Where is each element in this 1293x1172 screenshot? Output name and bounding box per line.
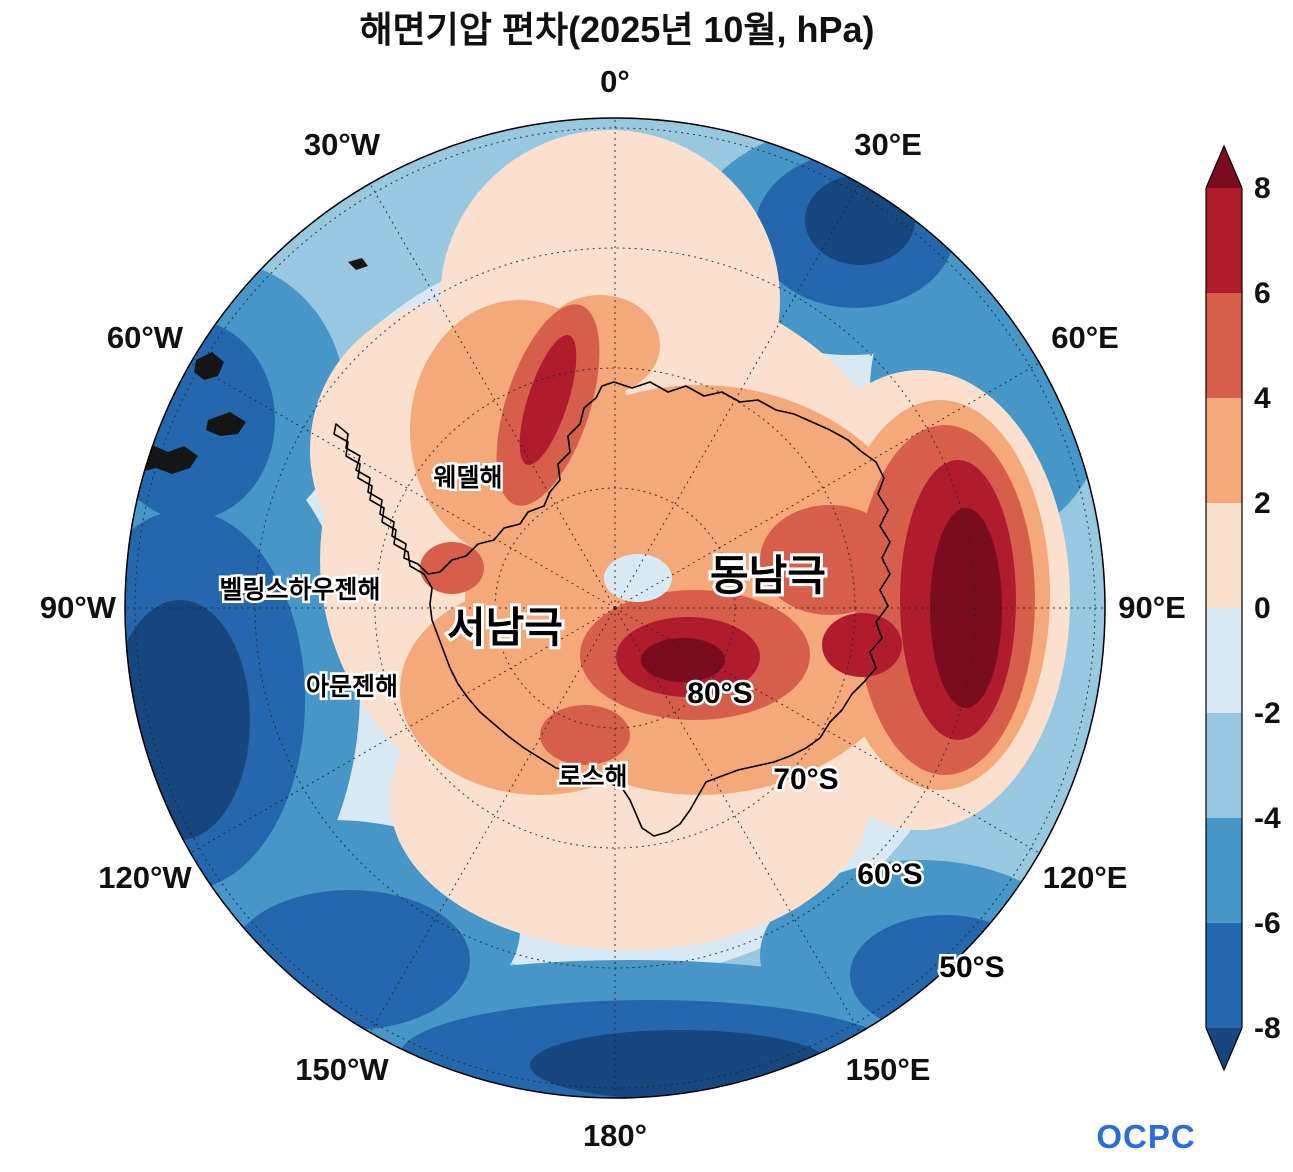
ocpc-logo: OCPC: [1096, 1118, 1195, 1155]
colorbar-seg-6-8: [1206, 188, 1242, 293]
longitude-labels: 0° 30°E 60°E 90°E 120°E 150°E 180° 150°W…: [40, 64, 1186, 1153]
lon-label-120e: 120°E: [1043, 860, 1128, 895]
lon-label-30w: 30°W: [304, 127, 381, 162]
lat-label-80s: 80°S: [687, 677, 752, 710]
colorbar-seg-m4-m2: [1206, 713, 1242, 818]
label-east-antarctica: 동남극: [710, 552, 826, 599]
graticule: [125, 118, 1105, 1098]
colorbar-seg-m2-0: [1206, 608, 1242, 713]
label-bellingshausen-sea: 벨링스하우젠해: [219, 576, 380, 604]
cb-tick-0: 0: [1254, 592, 1271, 625]
cb-tick-neg2: -2: [1254, 697, 1281, 730]
cb-tick-2: 2: [1254, 487, 1271, 520]
lon-label-0: 0°: [600, 64, 630, 99]
cb-tick-neg4: -4: [1254, 802, 1281, 835]
colorbar-seg-2-4: [1206, 398, 1242, 503]
colorbar-arrow-bottom: [1206, 1028, 1242, 1070]
antarctica-coastline: [333, 381, 891, 837]
label-ross-sea: 로스해: [558, 763, 627, 791]
lon-label-120w: 120°W: [98, 860, 192, 895]
lat-label-50s: 50°S: [939, 951, 1004, 984]
map-border: [124, 117, 1106, 1099]
label-weddell-sea: 웨델해: [433, 464, 502, 492]
cb-tick-4: 4: [1254, 382, 1271, 415]
cb-tick-neg6: -6: [1254, 907, 1281, 940]
colorbar-arrow-top: [1206, 146, 1242, 188]
lon-label-60e: 60°E: [1051, 320, 1119, 355]
lon-label-90w: 90°W: [40, 590, 117, 625]
lon-label-180: 180°: [583, 1118, 647, 1153]
lon-label-150w: 150°W: [295, 1052, 389, 1087]
colorbar-seg-m6-m4: [1206, 818, 1242, 923]
lon-label-60w: 60°W: [107, 320, 184, 355]
lat-label-70s: 70°S: [773, 763, 838, 796]
contour-band-above-8: [641, 508, 1002, 708]
colorbar-seg-m8-m6: [1206, 923, 1242, 1028]
lon-label-150e: 150°E: [846, 1052, 931, 1087]
latitude-labels: 80°S 70°S 60°S 50°S: [685, 675, 1007, 987]
cb-tick-neg8: -8: [1254, 1012, 1281, 1045]
colorbar-seg-0-2: [1206, 503, 1242, 608]
lon-label-90e: 90°E: [1118, 590, 1186, 625]
cb-tick-8: 8: [1254, 172, 1271, 205]
lon-label-30e: 30°E: [854, 127, 922, 162]
contour-pocket-near-pole: [604, 554, 672, 602]
colorbar-tick-labels: 8 6 4 2 0 -2 -4 -6 -8: [1254, 172, 1281, 1045]
map-region-labels: 웨델해 벨링스하우젠해 아문젠해 로스해 서남극 동남극: [217, 462, 829, 794]
colorbar-outline: [1205, 144, 1243, 1072]
label-amundsen-sea: 아문젠해: [306, 673, 398, 701]
chart-title: 해면기압 편차(2025년 10월, hPa): [359, 9, 874, 50]
label-west-antarctica: 서남극: [447, 604, 563, 651]
cb-tick-6: 6: [1254, 277, 1271, 310]
lat-label-60s: 60°S: [857, 858, 922, 891]
colorbar-seg-4-6: [1206, 293, 1242, 398]
colorbar: 8 6 4 2 0 -2 -4 -6 -8: [1205, 144, 1281, 1072]
